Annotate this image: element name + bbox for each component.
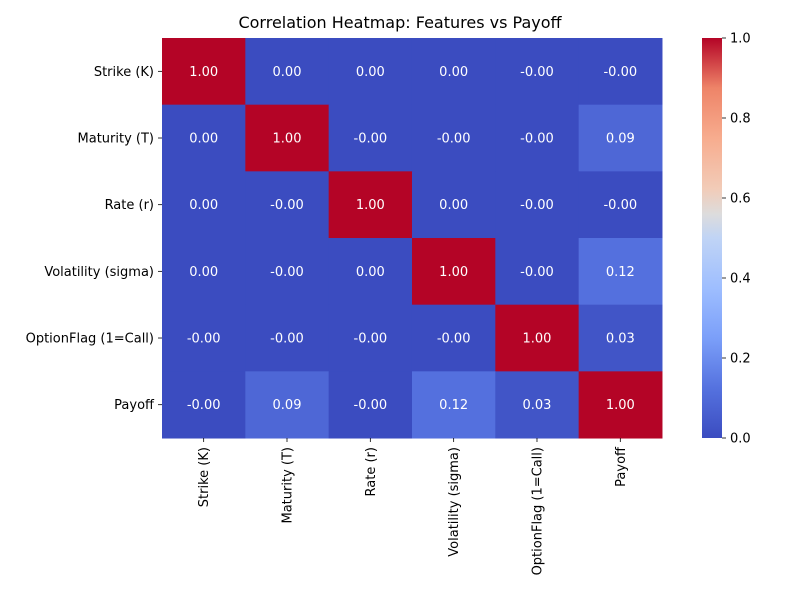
cell-value-label: -0.00 — [603, 65, 637, 80]
cell-value-label: -0.00 — [270, 198, 304, 213]
cell-value-label: 0.00 — [189, 265, 218, 280]
heatmap-cell — [578, 304, 663, 372]
heatmap-cell — [328, 371, 413, 439]
x-tick-label: OptionFlag (1=Call) — [530, 447, 545, 575]
cell-value-label: 1.00 — [273, 132, 302, 147]
colorbar-tick-label: 0.6 — [730, 192, 751, 207]
heatmap-cell — [245, 38, 330, 106]
colorbar-tick-label: 0.8 — [730, 112, 751, 127]
x-tick-labels: Strike (K) Maturity (T) Rate (r) Volatility… — [197, 438, 629, 575]
cell-value-label: 1.00 — [356, 198, 385, 213]
heatmap-cell — [328, 304, 413, 372]
y-tick-label: Rate (r) — [105, 198, 154, 213]
heatmap-cell — [495, 38, 580, 106]
heatmap-cell — [578, 38, 663, 106]
colorbar-tick-label: 0.4 — [730, 272, 751, 287]
cell-value-label: -0.00 — [354, 132, 388, 147]
cell-value-label: 0.03 — [606, 332, 635, 347]
heatmap-cell — [162, 104, 246, 172]
cell-value-label: 1.00 — [606, 398, 635, 413]
cell-value-label: 0.00 — [273, 65, 302, 80]
heatmap-cell — [245, 104, 330, 172]
heatmap-cell — [495, 371, 580, 439]
cell-value-label: 0.00 — [356, 65, 385, 80]
cell-value-label: -0.00 — [437, 132, 471, 147]
x-tick-label: Payoff — [614, 446, 629, 487]
heatmap-cell — [495, 104, 580, 172]
heatmap-cell — [162, 371, 246, 439]
cell-value-label: 1.00 — [439, 265, 468, 280]
y-tick-label: Strike (K) — [94, 65, 154, 80]
cell-value-label: -0.00 — [520, 132, 554, 147]
cell-value-label: 0.12 — [439, 398, 468, 413]
heatmap-cell — [495, 304, 580, 372]
y-tick-label: Payoff — [114, 398, 155, 413]
cell-value-label: -0.00 — [187, 332, 221, 347]
cell-value-label: 0.00 — [439, 198, 468, 213]
cell-value-label: 0.00 — [189, 132, 218, 147]
x-tick-label: Volatility (sigma) — [447, 447, 462, 557]
y-tick-label: OptionFlag (1=Call) — [26, 332, 154, 347]
cell-value-label: 0.00 — [439, 65, 468, 80]
cell-value-label: -0.00 — [520, 265, 554, 280]
cell-value-label: -0.00 — [603, 198, 637, 213]
heatmap-cell — [411, 171, 496, 239]
x-tick-label: Rate (r) — [364, 447, 379, 496]
chart-title: Correlation Heatmap: Features vs Payoff — [238, 13, 562, 32]
cell-value-label: -0.00 — [270, 332, 304, 347]
heatmap-cell — [578, 171, 663, 239]
x-tick-label: Strike (K) — [197, 447, 212, 507]
cell-value-label: 1.00 — [189, 65, 218, 80]
cell-value-label: -0.00 — [270, 265, 304, 280]
heatmap-cell — [162, 238, 246, 306]
cell-value-label: -0.00 — [354, 398, 388, 413]
heatmap-cell — [245, 171, 330, 239]
x-tick-label: Maturity (T) — [280, 447, 295, 523]
cell-value-label: -0.00 — [187, 398, 221, 413]
heatmap-cell-labels: 1.00 0.00 0.00 0.00 -0.00 -0.00 0.00 1.00 -0.00 -… — [187, 65, 637, 413]
colorbar: 0.0 0.2 0.4 0.6 0.8 1.0 — [702, 32, 751, 447]
heatmap-cell — [578, 371, 663, 439]
heatmap-cell — [495, 238, 580, 306]
heatmap-cell — [411, 38, 496, 106]
heatmap-cell — [411, 238, 496, 306]
heatmap-cell — [245, 238, 330, 306]
heatmap-cell — [328, 171, 413, 239]
cell-value-label: 0.09 — [273, 398, 302, 413]
heatmap-cells — [162, 38, 663, 439]
cell-value-label: 0.12 — [606, 265, 635, 280]
colorbar-tick-label: 1.0 — [730, 32, 751, 47]
cell-value-label: -0.00 — [520, 198, 554, 213]
heatmap-cell — [245, 304, 330, 372]
heatmap-cell — [411, 304, 496, 372]
cell-value-label: -0.00 — [354, 332, 388, 347]
colorbar-gradient — [702, 38, 722, 438]
cell-value-label: 0.09 — [606, 132, 635, 147]
y-tick-labels: Strike (K) Maturity (T) Rate (r) Volatility… — [26, 65, 162, 413]
y-tick-label: Volatility (sigma) — [44, 265, 154, 280]
heatmap-cell — [162, 304, 246, 372]
heatmap-cell — [578, 104, 663, 172]
heatmap-cell — [245, 371, 330, 439]
heatmap-cell — [162, 171, 246, 239]
y-tick-label: Maturity (T) — [78, 132, 154, 147]
heatmap-cell — [411, 104, 496, 172]
heatmap-cell — [162, 38, 246, 106]
cell-value-label: -0.00 — [520, 65, 554, 80]
heatmap-cell — [328, 238, 413, 306]
colorbar-tick-label: 0.2 — [730, 352, 751, 367]
heatmap-cell — [411, 371, 496, 439]
heatmap-cell — [495, 171, 580, 239]
colorbar-tick-label: 0.0 — [730, 432, 751, 447]
colorbar-ticks: 0.0 0.2 0.4 0.6 0.8 1.0 — [722, 32, 751, 447]
cell-value-label: 0.00 — [356, 265, 385, 280]
heatmap-cell — [328, 104, 413, 172]
cell-value-label: -0.00 — [437, 332, 471, 347]
cell-value-label: 0.00 — [189, 198, 218, 213]
cell-value-label: 0.03 — [523, 398, 552, 413]
cell-value-label: 1.00 — [523, 332, 552, 347]
heatmap-cell — [328, 38, 413, 106]
heatmap-cell — [578, 238, 663, 306]
